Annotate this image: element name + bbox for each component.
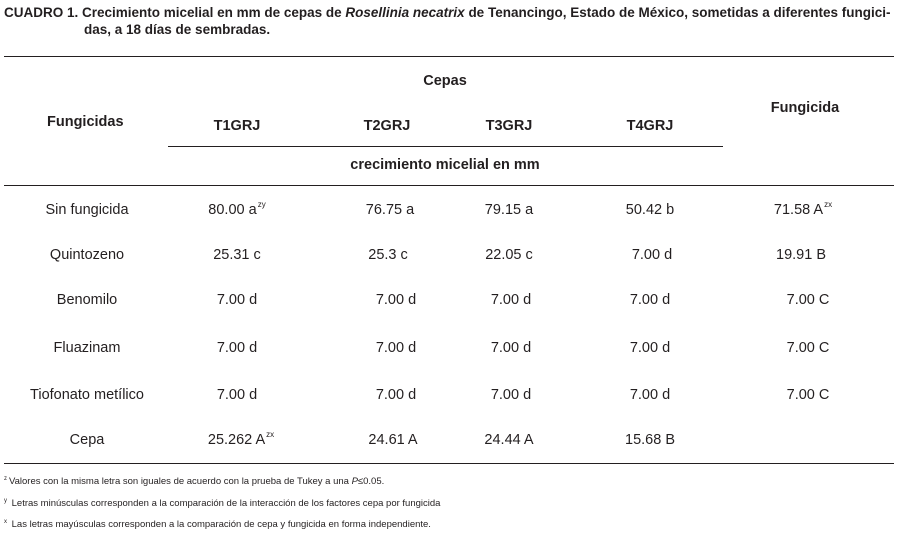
top-rule	[4, 56, 894, 57]
header-fungicida: Fungicida	[770, 100, 840, 116]
cell-t2: 76.75 a	[365, 202, 415, 218]
cell-t2: 25.3 c	[368, 247, 408, 263]
cell-t3: 7.00 d	[490, 387, 532, 403]
header-strain-t4: T4GRJ	[626, 118, 674, 134]
cell-t4: 7.00 d	[629, 340, 671, 356]
caption-text-b: de Tenancingo, Estado de México, sometid…	[464, 5, 891, 20]
header-bottom-rule	[4, 185, 894, 186]
bottom-rule	[4, 463, 894, 464]
cell-t2: 7.00 d	[375, 387, 417, 403]
cell-t2: 7.00 d	[375, 340, 417, 356]
cell-t1: 7.00 d	[216, 292, 258, 308]
header-cepas: Cepas	[423, 73, 467, 89]
header-strain-t3: T3GRJ	[485, 118, 533, 134]
header-strain-t2: T2GRJ	[363, 118, 411, 134]
row-name: Tiofonato metílico	[30, 387, 144, 403]
cell-t4: 7.00 d	[631, 247, 673, 263]
superscript: zx	[266, 430, 275, 439]
superscript: zx	[824, 200, 833, 209]
cell-t3: 7.00 d	[490, 340, 532, 356]
cell-t1: 25.31 c	[213, 247, 261, 263]
header-fungicidas: Fungicidas	[47, 114, 124, 130]
cell-t3: 22.05 c	[485, 247, 533, 263]
footnote-y: y Letras minúsculas corresponden a la co…	[4, 498, 441, 509]
cell-t4: 50.42 b	[625, 202, 675, 218]
cell-t2: 24.61 A	[368, 432, 418, 448]
cell-fungicida: 7.00 C	[786, 387, 830, 403]
row-name: Sin fungicida	[45, 202, 129, 218]
cell-t4: 7.00 d	[629, 292, 671, 308]
cell-t3: 7.00 d	[490, 292, 532, 308]
row-name: Benomilo	[56, 292, 118, 308]
header-strain-t1: T1GRJ	[213, 118, 261, 134]
row-name: Quintozeno	[49, 247, 125, 263]
caption-text-a: Crecimiento micelial en mm de cepas de	[78, 5, 346, 20]
cell-t3: 79.15 a	[484, 202, 534, 218]
header-units: crecimiento micelial en mm	[350, 157, 540, 173]
cell-t3: 24.44 A	[484, 432, 534, 448]
footnote-x: x Las letras mayúsculas corresponden a l…	[4, 519, 431, 530]
cell-t1: 7.00 d	[216, 387, 258, 403]
row-name: Fluazinam	[53, 340, 121, 356]
caption-label: CUADRO 1.	[4, 5, 79, 20]
cepas-subrule	[168, 146, 723, 147]
cell-fungicida: 7.00 C	[786, 292, 830, 308]
superscript: zy	[257, 200, 266, 209]
cell-t4: 15.68 B	[625, 432, 675, 448]
row-name: Cepa	[69, 432, 105, 448]
footnote-z: z Valores con la misma letra son iguales …	[4, 476, 385, 487]
table-caption: CUADRO 1. Crecimiento micelial en mm de …	[4, 4, 894, 38]
cell-t2: 7.00 d	[375, 292, 417, 308]
cell-t4: 7.00 d	[629, 387, 671, 403]
cell-t1: 7.00 d	[216, 340, 258, 356]
caption-line2: das, a 18 días de sembradas.	[84, 22, 271, 37]
cell-fungicida: 7.00 C	[786, 340, 830, 356]
cell-t1: 80.00 azy	[208, 200, 266, 218]
cell-t1: 25.262 Azx	[207, 430, 275, 448]
cell-fungicida: 71.58 Azx	[773, 200, 833, 218]
cell-fungicida: 19.91 B	[776, 247, 826, 263]
caption-species: Rosellinia necatrix	[345, 5, 465, 20]
